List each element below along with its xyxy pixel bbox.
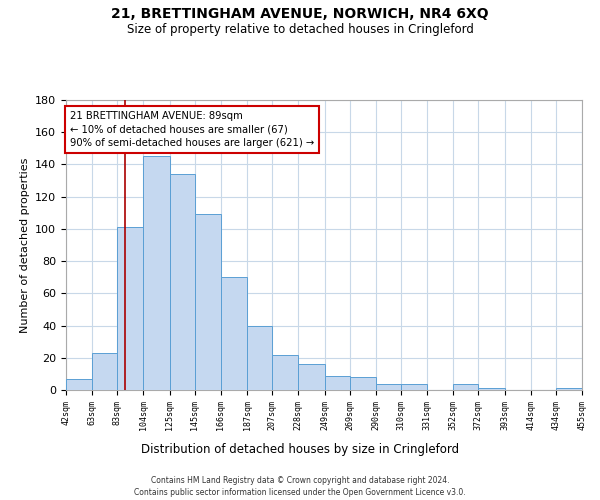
Y-axis label: Number of detached properties: Number of detached properties [20, 158, 29, 332]
Bar [170, 174, 194, 390]
Text: 21, BRETTINGHAM AVENUE, NORWICH, NR4 6XQ: 21, BRETTINGHAM AVENUE, NORWICH, NR4 6XQ [111, 8, 489, 22]
Text: Contains HM Land Registry data © Crown copyright and database right 2024.: Contains HM Land Registry data © Crown c… [151, 476, 449, 485]
Text: 21 BRETTINGHAM AVENUE: 89sqm
← 10% of detached houses are smaller (67)
90% of se: 21 BRETTINGHAM AVENUE: 89sqm ← 10% of de… [70, 112, 314, 148]
Bar [556, 388, 582, 390]
Bar [376, 384, 401, 390]
Text: Size of property relative to detached houses in Cringleford: Size of property relative to detached ho… [127, 22, 473, 36]
Bar [92, 353, 117, 390]
Bar [298, 364, 325, 390]
Bar [454, 384, 478, 390]
Bar [143, 156, 170, 390]
Bar [272, 354, 298, 390]
Bar [194, 214, 221, 390]
Text: Contains public sector information licensed under the Open Government Licence v3: Contains public sector information licen… [134, 488, 466, 497]
Bar [221, 277, 247, 390]
Bar [247, 326, 272, 390]
Bar [325, 376, 350, 390]
Text: Distribution of detached houses by size in Cringleford: Distribution of detached houses by size … [141, 442, 459, 456]
Bar [117, 228, 143, 390]
Bar [478, 388, 505, 390]
Bar [66, 378, 92, 390]
Bar [401, 384, 427, 390]
Bar [350, 377, 376, 390]
